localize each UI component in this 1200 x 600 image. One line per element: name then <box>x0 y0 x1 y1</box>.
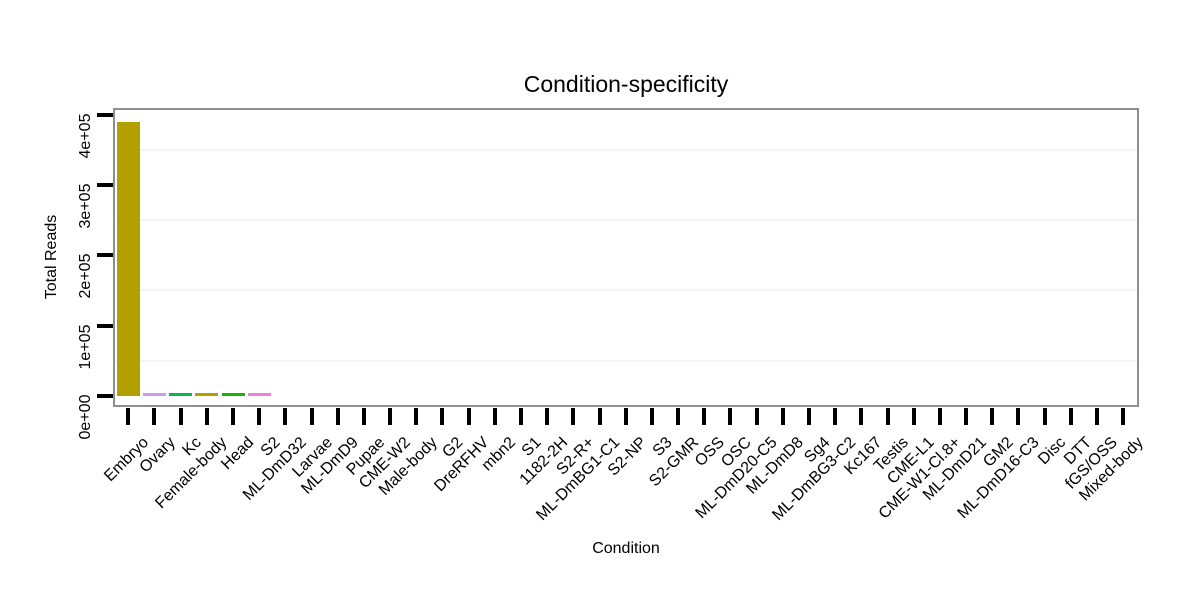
x-tick <box>126 408 131 425</box>
bar-s2 <box>247 393 271 396</box>
bar-female-body <box>195 393 219 396</box>
x-tick <box>806 408 811 425</box>
x-tick <box>911 408 916 425</box>
y-tick <box>97 323 113 328</box>
x-tick <box>623 408 628 425</box>
bar-head <box>221 393 245 396</box>
x-tick <box>466 408 471 425</box>
y-tick <box>97 253 113 258</box>
y-tick-label: 0e+00 <box>77 394 94 440</box>
x-tick <box>335 408 340 425</box>
y-tick <box>97 182 113 187</box>
x-tick <box>754 408 759 425</box>
x-tick <box>1068 408 1073 425</box>
x-tick <box>780 408 785 425</box>
minor-gridline <box>115 219 1137 222</box>
x-tick <box>178 408 183 425</box>
x-tick <box>885 408 890 425</box>
y-tick <box>97 394 113 398</box>
bar-embryo <box>116 121 140 396</box>
bar-kc <box>169 393 193 396</box>
x-tick <box>519 408 523 425</box>
x-tick <box>257 408 262 425</box>
y-tick-label: 4e+05 <box>77 113 94 159</box>
x-tick <box>990 408 995 425</box>
x-tick <box>545 408 550 425</box>
x-tick <box>833 408 838 425</box>
x-tick <box>361 408 366 425</box>
y-tick-label: 1e+05 <box>77 324 94 370</box>
minor-gridline <box>115 289 1137 292</box>
x-tick <box>571 408 576 425</box>
x-tick <box>1016 408 1021 425</box>
x-tick <box>414 408 419 425</box>
bar-ovary <box>142 393 166 396</box>
x-tick <box>309 408 314 425</box>
x-tick <box>283 408 288 425</box>
y-tick-label: 3e+05 <box>77 183 94 229</box>
x-tick <box>676 408 681 425</box>
y-tick <box>97 112 113 117</box>
minor-gridline <box>115 148 1137 151</box>
chart-title: Condition-specificity <box>523 71 729 97</box>
x-tick <box>231 408 236 425</box>
x-tick <box>492 408 497 425</box>
x-axis-title: Condition <box>592 540 660 557</box>
x-tick <box>440 408 445 425</box>
x-tick <box>964 408 969 425</box>
minor-gridline <box>115 359 1137 362</box>
x-tick <box>702 408 707 425</box>
x-tick <box>937 408 942 425</box>
x-tick <box>1094 408 1099 425</box>
x-tick <box>204 408 209 425</box>
plot-panel <box>113 108 1139 407</box>
y-tick-label: 2e+05 <box>77 253 94 299</box>
x-tick <box>859 408 864 425</box>
x-tick <box>649 408 654 425</box>
x-tick <box>1121 408 1126 425</box>
x-tick <box>597 408 602 425</box>
x-tick <box>388 408 393 425</box>
y-axis-title: Total Reads <box>43 214 60 300</box>
x-tick <box>728 408 733 425</box>
x-tick <box>1042 408 1047 425</box>
x-tick <box>152 408 157 425</box>
